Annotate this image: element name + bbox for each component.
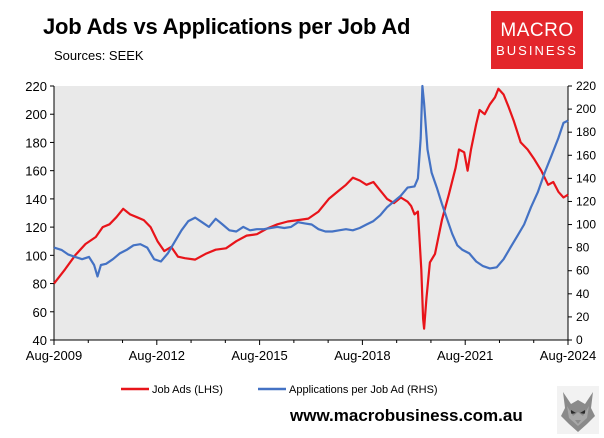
plot-area <box>54 86 568 340</box>
y-right-tick-label: 140 <box>576 171 596 185</box>
y-right-tick-label: 180 <box>576 125 596 139</box>
y-right-tick-label: 20 <box>576 310 590 324</box>
y-left-tick-label: 40 <box>33 333 47 348</box>
x-tick-label: Aug-2012 <box>129 348 185 363</box>
chart-title: Job Ads vs Applications per Job Ad <box>43 14 411 39</box>
legend-label: Applications per Job Ad (RHS) <box>289 384 438 396</box>
y-right-tick-label: 100 <box>576 218 596 232</box>
y-right-tick-label: 0 <box>576 333 583 347</box>
legend-label: Job Ads (LHS) <box>152 384 223 396</box>
x-tick-label: Aug-2015 <box>231 348 287 363</box>
y-left-tick-label: 140 <box>25 192 47 207</box>
y-right-tick-label: 160 <box>576 148 596 162</box>
y-left-tick-label: 100 <box>25 248 47 263</box>
footer-url: www.macrobusiness.com.au <box>290 406 523 425</box>
x-tick-label: Aug-2024 <box>540 348 596 363</box>
y-left-tick-label: 200 <box>25 107 47 122</box>
y-right-tick-label: 40 <box>576 287 590 301</box>
y-right-tick-label: 120 <box>576 194 596 208</box>
logo-line1: MACRO <box>500 20 574 41</box>
wolf-logo-icon <box>557 386 599 434</box>
x-tick-label: Aug-2021 <box>437 348 493 363</box>
logo-line2: BUSINESS <box>496 43 578 58</box>
y-right-tick-label: 80 <box>576 241 590 255</box>
macrobusiness-logo: MACRO BUSINESS <box>491 11 583 69</box>
y-left-tick-label: 80 <box>33 277 47 292</box>
series-job-ads-line <box>53 87 569 330</box>
y-left-tick-label: 160 <box>25 164 47 179</box>
y-left-tick-label: 60 <box>33 305 47 320</box>
series-applications-line <box>53 84 569 278</box>
y-right-tick-label: 220 <box>576 79 596 93</box>
y-left-tick-label: 220 <box>25 79 47 94</box>
x-tick-label: Aug-2009 <box>26 348 82 363</box>
chart-subtitle: Sources: SEEK <box>54 48 144 63</box>
y-right-tick-label: 60 <box>576 264 590 278</box>
y-left-tick-label: 180 <box>25 135 47 150</box>
y-right-tick-label: 200 <box>576 102 596 116</box>
x-tick-label: Aug-2018 <box>334 348 390 363</box>
y-left-tick-label: 120 <box>25 220 47 235</box>
